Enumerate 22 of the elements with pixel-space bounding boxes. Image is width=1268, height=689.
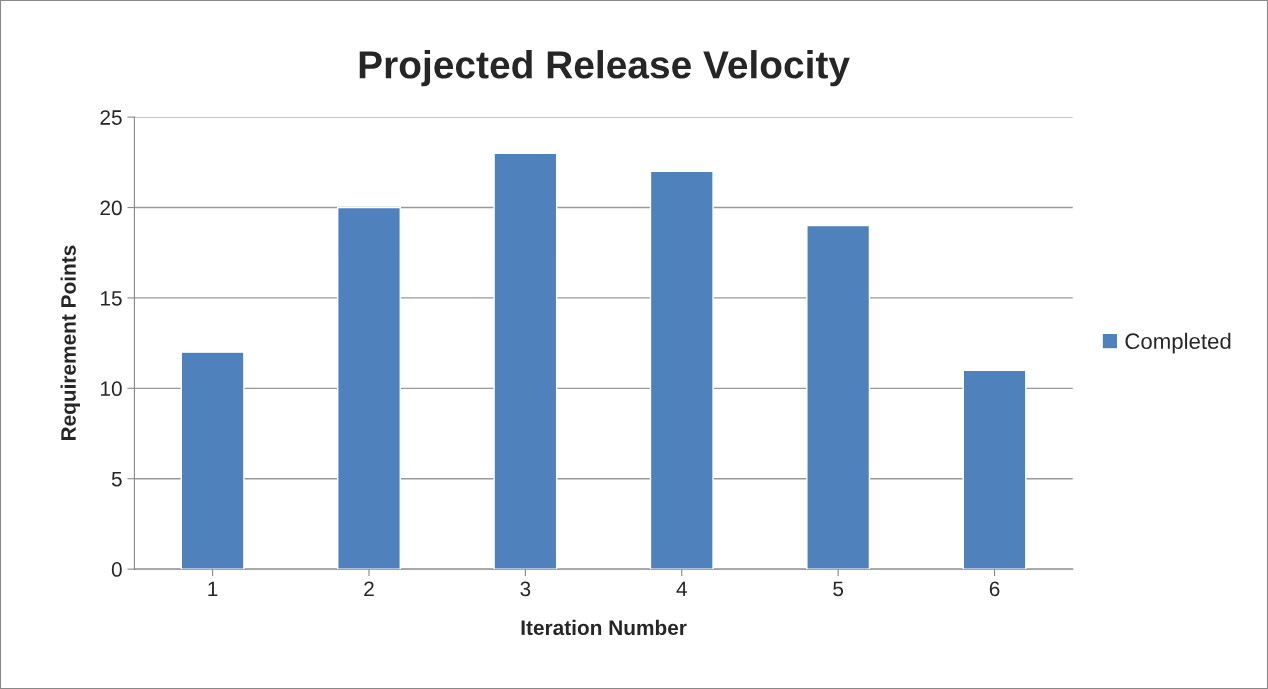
bar: [649, 170, 714, 570]
chart-title: Projected Release Velocity: [359, 50, 850, 87]
y-tick-label: 10: [101, 381, 122, 397]
bar: [493, 152, 558, 570]
x-tick-label: 3: [520, 581, 531, 597]
x-tick-label: 4: [676, 581, 687, 597]
y-axis-title: Requirement Points: [60, 245, 80, 441]
x-axis-title: Iteration Number: [521, 619, 687, 636]
y-tick-label: 15: [101, 291, 122, 306]
x-tick-label: 1: [208, 581, 218, 597]
x-tick-label: 6: [989, 581, 1000, 597]
bar: [337, 206, 401, 570]
x-tick-label: 5: [833, 581, 844, 597]
legend-label: Completed: [1125, 332, 1231, 354]
y-tick-label: 20: [100, 200, 122, 216]
bar: [180, 351, 245, 570]
bar: [962, 369, 1027, 570]
y-tick-label: 25: [100, 110, 122, 125]
y-tick-label: 5: [111, 471, 122, 487]
y-tick-label: 0: [111, 562, 122, 577]
x-tick-label: 2: [364, 581, 374, 597]
bar: [806, 224, 871, 570]
